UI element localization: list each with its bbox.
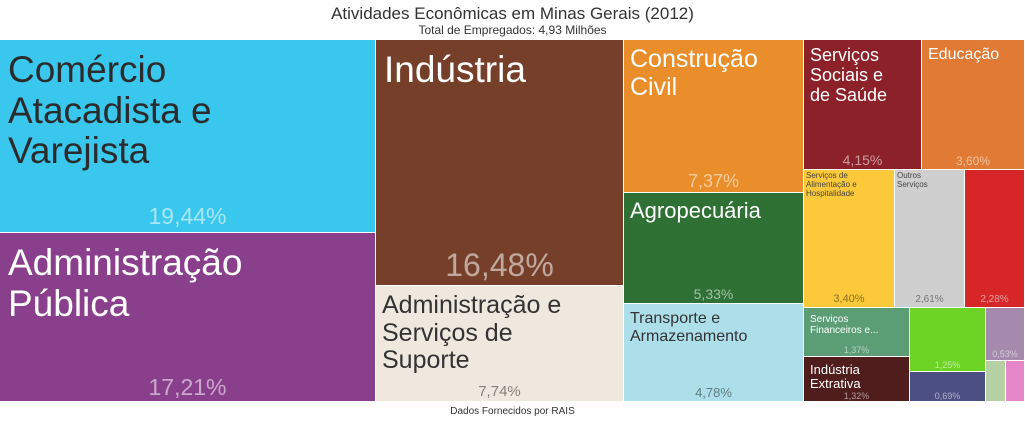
- treemap-tile-administracao[interactable]: Administração Pública 17,21%: [0, 233, 376, 402]
- tile-percentage: 0,53%: [992, 349, 1018, 359]
- tile-label: Administração Pública: [8, 242, 243, 324]
- treemap-tile-transporte-e[interactable]: Transporte e Armazenamento 4,78%: [624, 304, 804, 402]
- source-footer: Dados Fornecidos por RAIS: [450, 406, 575, 417]
- treemap-tile-administracao-e[interactable]: Administração e Serviços de Suporte 7,74%: [376, 286, 624, 402]
- tile-label: Administração e Serviços de Suporte: [382, 291, 562, 374]
- treemap-tile-0-69[interactable]: 0,69%: [910, 372, 986, 402]
- treemap-tile-industria[interactable]: Indústria Extrativa 1,32%: [804, 357, 910, 402]
- treemap-tile-0-53[interactable]: 0,53%: [986, 308, 1025, 361]
- tile-label: Transporte e Armazenamento: [630, 310, 748, 345]
- tile-label: Educação: [928, 46, 1000, 63]
- tile-label: Comércio Atacadista e Varejista: [8, 49, 212, 172]
- tile-percentage: 19,44%: [148, 203, 227, 229]
- tile-label: Agropecuária: [630, 198, 761, 223]
- tile-percentage: 4,15%: [842, 152, 883, 168]
- tile-percentage: 1,37%: [843, 345, 870, 355]
- treemap-tile-1-25[interactable]: 1,25%: [910, 308, 986, 372]
- tile-percentage: 3,40%: [833, 293, 865, 305]
- tile-label: Indústria Extrativa: [810, 362, 861, 392]
- tile-percentage: 17,21%: [148, 374, 227, 400]
- treemap-tile-outros[interactable]: Outros Serviços 2,61%: [895, 170, 965, 308]
- tile-percentage: 1,25%: [934, 360, 961, 370]
- tile-percentage: 7,37%: [687, 171, 740, 191]
- tile-percentage: 1,32%: [843, 391, 870, 401]
- treemap-tile-item-17[interactable]: [986, 361, 1006, 402]
- treemap-tile-servicos[interactable]: Serviços Sociais e de Saúde 4,15%: [804, 40, 922, 170]
- chart-subtitle: Total de Empregados: 4,93 Milhões: [418, 23, 607, 37]
- tile-label: Indústria: [384, 49, 526, 90]
- treemap-tile-agropecuaria[interactable]: Agropecuária 5,33%: [624, 193, 804, 304]
- treemap-tile-servicos-de[interactable]: Serviços de Alimentação e Hospitalidade 3…: [804, 170, 895, 308]
- tile-label: Construção Civil: [630, 45, 758, 101]
- tile-percentage: 4,78%: [695, 385, 732, 400]
- tile-percentage: 5,33%: [693, 286, 734, 302]
- treemap-tile-educacao[interactable]: Educação 3,60%: [922, 40, 1025, 170]
- tile-percentage: 16,48%: [445, 247, 554, 283]
- treemap-tile-item-18[interactable]: [1006, 361, 1025, 402]
- treemap-tile-construcao[interactable]: Construção Civil 7,37%: [624, 40, 804, 193]
- tile-label: Serviços Financeiros e...: [810, 314, 879, 336]
- tile-percentage: 3,60%: [955, 154, 991, 168]
- treemap-tile-industria[interactable]: Indústria 16,48%: [376, 40, 624, 286]
- tile-percentage: 7,74%: [478, 383, 521, 400]
- tile-percentage: 2,28%: [980, 294, 1009, 305]
- treemap: Comércio Atacadista e Varejista 19,44% Adm…: [0, 40, 1025, 402]
- tile-label: Serviços Sociais e de Saúde: [810, 45, 888, 105]
- tile-percentage: 2,61%: [915, 294, 944, 305]
- tile-label: Serviços de Alimentação e Hospitalidade: [806, 171, 857, 198]
- tile-percentage: 0,69%: [934, 391, 961, 401]
- treemap-tile-2-28[interactable]: 2,28%: [965, 170, 1025, 308]
- chart-title: Atividades Econômicas em Minas Gerais (2…: [331, 4, 694, 23]
- treemap-tile-comercio[interactable]: Comércio Atacadista e Varejista 19,44%: [0, 40, 376, 233]
- treemap-tile-servicos[interactable]: Serviços Financeiros e... 1,37%: [804, 308, 910, 357]
- tile-label: Outros Serviços: [897, 171, 928, 189]
